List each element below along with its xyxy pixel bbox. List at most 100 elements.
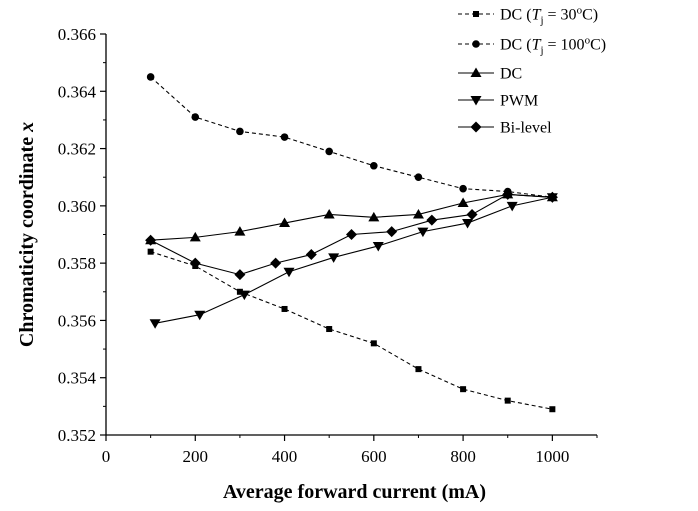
- data-point: [280, 133, 289, 141]
- legend-text-part: C): [590, 37, 606, 54]
- x-tick-label: 1000: [535, 447, 569, 466]
- legend-entry: DC: [458, 66, 522, 83]
- data-point: [386, 226, 398, 238]
- data-point: [189, 231, 201, 242]
- series-4: [145, 188, 558, 281]
- data-point: [145, 234, 157, 246]
- legend-label: DC: [500, 66, 522, 83]
- data-point: [270, 257, 282, 269]
- data-point: [372, 241, 384, 252]
- data-point: [305, 249, 317, 261]
- legend-text-part: DC (: [500, 7, 532, 24]
- data-point: [234, 269, 246, 281]
- series-line: [150, 76, 553, 198]
- y-tick-label: 0.352: [58, 426, 96, 445]
- legend-marker: [473, 11, 479, 17]
- data-point: [279, 217, 291, 228]
- data-point: [234, 226, 246, 236]
- data-point: [506, 201, 518, 212]
- legend-text-part: DC (: [500, 37, 532, 54]
- data-point: [323, 208, 335, 219]
- data-point: [466, 208, 478, 220]
- data-point: [502, 188, 514, 200]
- legend-text-part: = 30: [544, 7, 577, 24]
- data-point: [368, 211, 380, 222]
- data-point: [281, 305, 288, 312]
- x-tick-label: 600: [361, 447, 387, 466]
- series-0: [147, 248, 556, 413]
- data-point: [549, 406, 556, 413]
- data-point: [236, 127, 244, 136]
- series-line: [150, 193, 553, 241]
- y-tick-label: 0.356: [58, 311, 96, 330]
- data-point: [426, 214, 438, 226]
- legend-entry: DC (Tj = 30oC): [458, 5, 598, 27]
- legend-text-part: T: [532, 7, 542, 24]
- series-1: [146, 73, 557, 202]
- y-tick-label: 0.354: [58, 369, 97, 388]
- data-point: [462, 219, 474, 229]
- data-point: [325, 147, 333, 156]
- legend-marker: [470, 96, 482, 106]
- data-point: [457, 197, 469, 207]
- y-tick-label: 0.364: [58, 82, 97, 101]
- legend-text-sup: o: [585, 35, 591, 47]
- y-tick-label: 0.360: [58, 197, 96, 216]
- data-point: [546, 191, 558, 203]
- legend-marker: [470, 121, 482, 133]
- x-axis: 0 200 400 600 800 1000: [102, 435, 598, 466]
- x-axis-title: Average forward current (mA): [223, 481, 486, 503]
- series-3: [149, 193, 558, 329]
- data-point: [504, 397, 511, 404]
- data-point: [459, 184, 467, 193]
- data-point: [346, 229, 357, 240]
- data-point: [191, 113, 200, 121]
- legend-text-part: = 100: [544, 37, 585, 54]
- series-line: [154, 196, 553, 324]
- legend-text-part: C): [582, 7, 598, 24]
- legend-label: Bi-level: [500, 120, 552, 137]
- legend-text-part: T: [532, 37, 542, 54]
- legend-entry: Bi-level: [458, 120, 552, 137]
- series-line: [150, 251, 553, 410]
- y-axis-title-variable: x: [16, 122, 38, 133]
- data-point: [147, 248, 154, 255]
- y-tick-label: 0.366: [58, 25, 96, 44]
- y-axis-title: Chromaticity coordinate x: [16, 122, 38, 347]
- data-point: [417, 227, 429, 238]
- legend-text-sub: j: [539, 45, 543, 57]
- x-tick-label: 200: [183, 447, 209, 466]
- data-point: [194, 310, 206, 321]
- y-axis: 0.352 0.354 0.356 0.358 0.360 0.362 0.364 0.366: [58, 25, 106, 445]
- data-point: [370, 161, 378, 170]
- data-point: [149, 319, 161, 329]
- legend-label: DC (Tj = 100oC): [500, 35, 606, 57]
- series-2: [145, 188, 558, 245]
- x-tick-label: 800: [450, 447, 476, 466]
- legend-text-sup: o: [577, 5, 583, 17]
- data-point: [326, 326, 333, 333]
- data-point: [412, 208, 424, 219]
- x-tick-label: 400: [272, 447, 298, 466]
- data-point: [460, 386, 467, 393]
- data-point: [414, 173, 423, 182]
- y-tick-label: 0.358: [58, 254, 96, 273]
- data-point: [415, 366, 422, 373]
- legend: DC (Tj = 30oC)DC (Tj = 100oC)DCPWMBi-lev…: [458, 5, 606, 137]
- data-point: [283, 267, 295, 278]
- data-point: [328, 253, 340, 263]
- x-tick-label: 0: [102, 447, 111, 466]
- legend-label: DC (Tj = 30oC): [500, 5, 598, 27]
- legend-marker: [470, 67, 482, 77]
- y-axis-title-text: Chromaticity coordinate: [16, 132, 38, 347]
- data-point: [189, 257, 201, 269]
- legend-entry: DC (Tj = 100oC): [458, 35, 606, 57]
- y-tick-label: 0.362: [58, 140, 96, 159]
- legend-entry: PWM: [458, 93, 538, 110]
- series-layer: [145, 73, 558, 413]
- legend-marker: [472, 40, 480, 48]
- data-point: [238, 290, 250, 301]
- legend-text-sub: j: [539, 15, 543, 27]
- data-point: [370, 340, 377, 347]
- data-point: [146, 73, 155, 81]
